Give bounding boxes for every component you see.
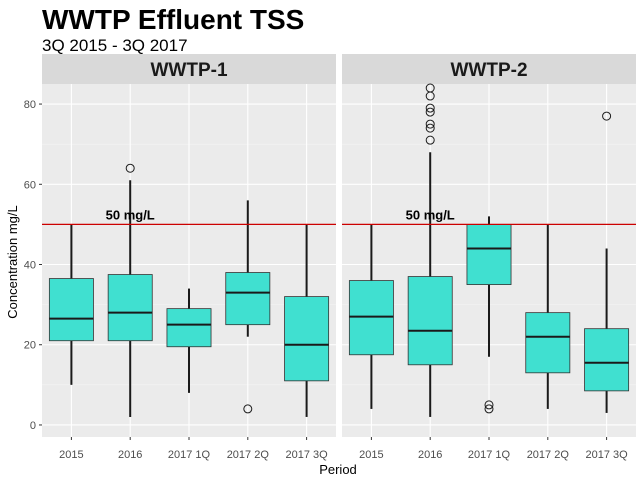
chart-title: WWTP Effluent TSS	[42, 4, 304, 35]
facet-strip	[42, 54, 336, 84]
x-tick-label: 2015	[59, 449, 83, 461]
box-2017-3q	[584, 111, 630, 413]
box-2017-2q	[525, 224, 571, 409]
x-tick-label: 2017 3Q	[585, 449, 628, 461]
box-2015	[348, 224, 394, 409]
box-iqr	[48, 278, 94, 342]
x-tick-label: 2016	[418, 449, 442, 461]
y-axis-title: Concentration mg/L	[5, 205, 20, 318]
box-iqr	[584, 328, 630, 392]
facet-strip	[342, 54, 636, 84]
chart-subtitle: 3Q 2015 - 3Q 2017	[42, 36, 188, 55]
y-tick-label: 60	[24, 179, 36, 191]
y-tick-label: 20	[24, 340, 36, 352]
outlier-point	[125, 163, 135, 173]
outlier-point	[425, 103, 435, 113]
x-tick-label: 2015	[359, 449, 383, 461]
box-2017-1q	[466, 216, 512, 414]
box-iqr	[466, 223, 512, 285]
box-2016	[107, 163, 153, 417]
panel-wwtp-2: WWTP-2 2015 2016 2017 1Q 2017 2Q 2017 3Q 50 mg…	[342, 54, 636, 461]
y-tick-label: 40	[24, 260, 36, 272]
reference-line-label: 50 mg/L	[106, 207, 155, 222]
box-iqr	[225, 272, 271, 326]
outlier-point	[425, 123, 435, 133]
x-tick-label: 2017 1Q	[468, 449, 511, 461]
box-2017-1q	[166, 288, 212, 393]
outlier-point	[484, 400, 494, 410]
box-iqr	[348, 280, 394, 356]
outlier-point	[243, 404, 253, 414]
outlier-point	[425, 107, 435, 117]
x-tick-label: 2016	[118, 449, 142, 461]
facet-panels: WWTP-1 0 20 40 60 80 2015 2016 2017 1Q 2017 2Q 201…	[24, 54, 636, 461]
outlier-point	[602, 111, 612, 121]
box-2015	[48, 224, 94, 385]
facet-strip-label: WWTP-2	[450, 60, 527, 81]
box-2017-2q	[225, 200, 271, 414]
box-2017-3q	[284, 224, 330, 417]
y-tick-label: 80	[24, 99, 36, 111]
panel-wwtp-1: WWTP-1 0 20 40 60 80 2015 2016 2017 1Q 2017 2Q 201…	[24, 54, 336, 461]
box-2016	[407, 83, 453, 417]
box-iqr	[525, 312, 571, 374]
x-tick-label: 2017 2Q	[227, 449, 270, 461]
x-axis-title: Period	[319, 462, 357, 477]
box-iqr	[284, 296, 330, 382]
x-tick-label: 2017 2Q	[527, 449, 570, 461]
reference-line-label: 50 mg/L	[406, 207, 455, 222]
x-tick-label: 2017 1Q	[168, 449, 211, 461]
box-iqr	[166, 308, 212, 348]
outlier-point	[425, 119, 435, 129]
outlier-point	[425, 135, 435, 145]
outlier-point	[484, 404, 494, 414]
outlier-point	[425, 83, 435, 93]
y-tick-label: 0	[30, 420, 36, 432]
box-iqr	[107, 274, 153, 342]
facet-strip-label: WWTP-1	[150, 60, 227, 81]
box-iqr	[407, 276, 453, 366]
x-tick-label: 2017 3Q	[285, 449, 328, 461]
